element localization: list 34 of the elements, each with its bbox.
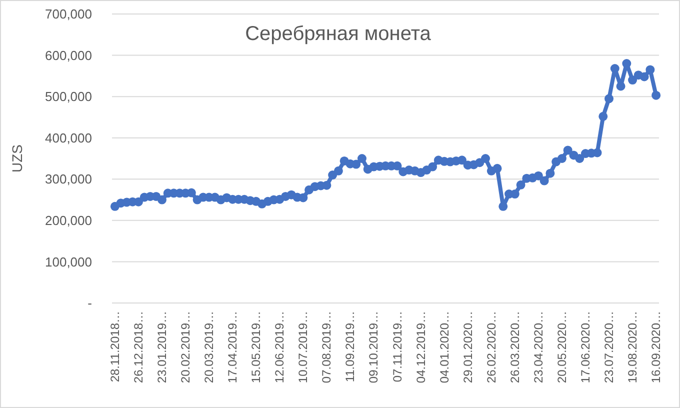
x-tick-label: 09.10.2019… (366, 311, 381, 384)
x-tick-label: 20.05.2020… (554, 311, 569, 384)
x-tick-label: 04.01.2020… (437, 311, 452, 384)
y-tick-label: 500,000 (45, 89, 92, 104)
x-tick-label: 20.03.2019… (202, 311, 216, 384)
y-tick-label: 100,000 (45, 254, 92, 270)
y-tick-label: 300,000 (45, 172, 92, 187)
x-tick-label: 28.11.2018… (108, 311, 122, 382)
y-tick-label: 700,000 (45, 6, 92, 22)
x-tick-label: 10.07.2019… (296, 311, 310, 384)
x-tick-label: 23.01.2019… (154, 311, 169, 384)
x-tick-label: 23.07.2020… (602, 311, 616, 384)
y-tick-label: 200,000 (45, 212, 92, 228)
x-tick-label: 15.05.2019… (249, 311, 264, 384)
x-tick-label: 29.01.2020… (460, 311, 475, 384)
x-tick-label: 16.09.2020… (649, 311, 664, 384)
x-tick-label: 26.03.2020… (508, 311, 522, 384)
x-tick-label: 23.04.2020… (531, 311, 546, 384)
x-tick-label: 26.02.2020… (484, 311, 498, 384)
x-tick-label: 11.09.2019… (343, 311, 358, 382)
y-tick-label: - (88, 296, 92, 311)
x-tick-label: 19.08.2020… (626, 311, 640, 384)
x-tick-label: 20.02.2019… (178, 311, 193, 384)
x-tick-label: 17.04.2019… (226, 311, 240, 384)
x-tick-label: 12.06.2019… (272, 311, 287, 384)
y-axis-title: UZS (9, 144, 25, 172)
x-tick-label: 07.08.2019… (320, 311, 334, 384)
x-tick-label: 04.12.2019… (414, 311, 428, 384)
x-tick-label: 07.11.2019… (390, 311, 404, 382)
y-tick-label: 600,000 (45, 48, 92, 63)
x-tick-label: 17.06.2020… (578, 311, 592, 384)
text: Серебряная монета (245, 23, 432, 45)
x-tick-label: 26.12.2018… (131, 311, 146, 384)
y-tick-label: 400,000 (45, 130, 92, 146)
